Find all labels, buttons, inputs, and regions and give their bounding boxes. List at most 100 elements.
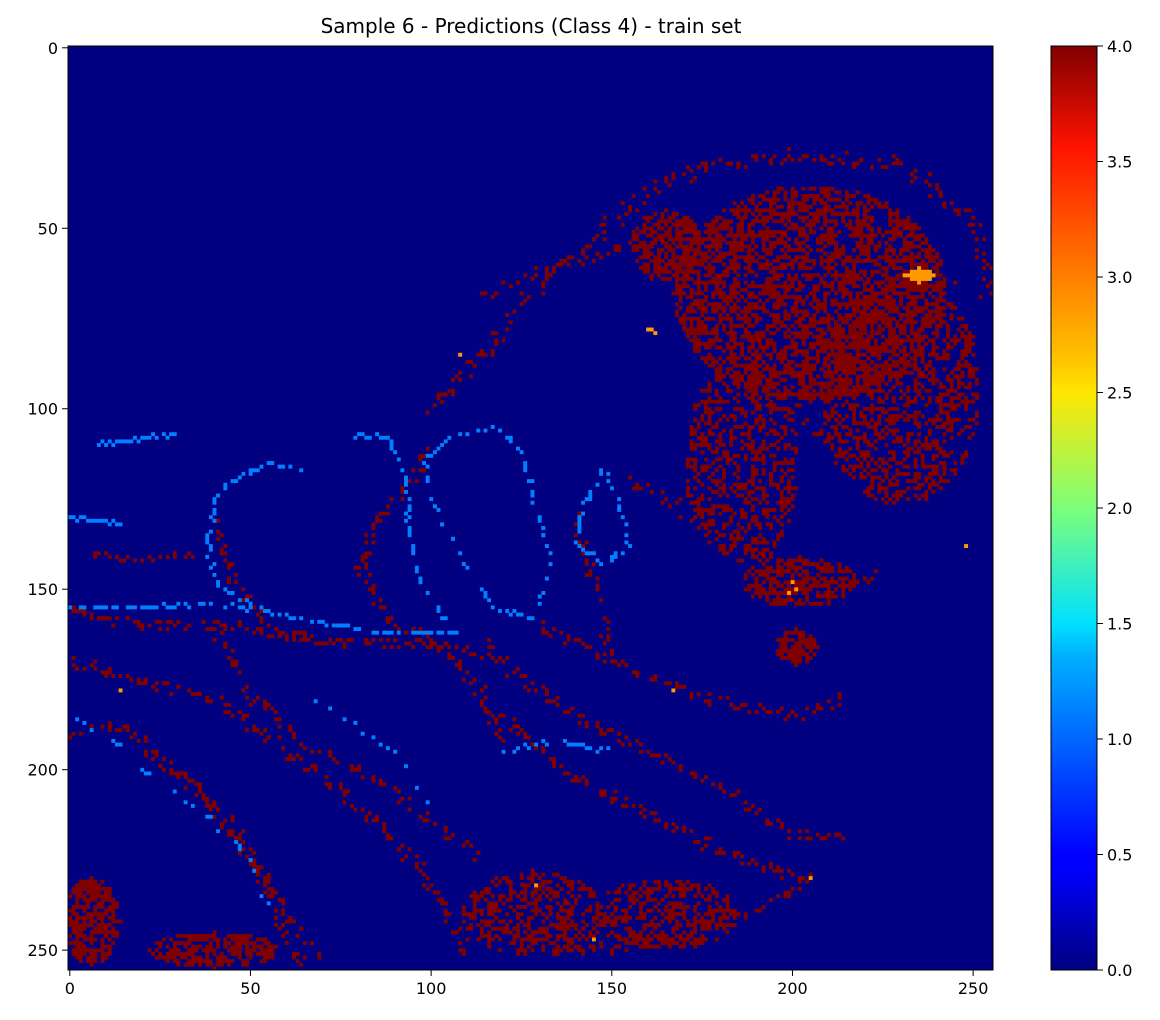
heatmap-cell xyxy=(895,493,900,498)
heatmap-cell xyxy=(917,244,922,249)
heatmap-cell xyxy=(880,255,885,260)
heatmap-cell xyxy=(758,457,763,462)
heatmap-cell xyxy=(722,544,726,548)
heatmap-cell xyxy=(696,327,701,332)
heatmap-cell xyxy=(870,486,875,491)
heatmap-cell xyxy=(768,240,773,245)
heatmap-cell xyxy=(664,937,669,942)
heatmap-cell xyxy=(765,233,770,238)
heatmap-cell xyxy=(743,515,748,520)
heatmap-cell xyxy=(888,316,893,321)
heatmap-cell xyxy=(689,457,694,462)
heatmap-cell xyxy=(743,547,748,552)
heatmap-cell xyxy=(949,417,954,422)
heatmap-cell xyxy=(899,302,903,307)
heatmap-cell xyxy=(877,475,882,480)
heatmap-cell xyxy=(718,255,723,260)
heatmap-cell xyxy=(671,262,676,267)
heatmap-cell xyxy=(555,901,560,906)
heatmap-cell xyxy=(873,305,878,310)
heatmap-cell xyxy=(570,894,575,899)
heatmap-cell xyxy=(649,233,654,238)
heatmap-cell xyxy=(635,915,640,920)
heatmap-cell xyxy=(78,886,83,891)
heatmap-cell xyxy=(859,410,864,415)
heatmap-cell xyxy=(223,955,228,960)
heatmap-cell xyxy=(967,222,972,227)
heatmap-cell xyxy=(75,897,80,902)
heatmap-cell xyxy=(714,937,719,942)
heatmap-cell xyxy=(913,356,918,361)
heatmap-cell xyxy=(891,287,896,292)
heatmap-cell xyxy=(917,381,922,386)
heatmap-cell xyxy=(700,522,705,527)
heatmap-cell xyxy=(830,341,835,346)
heatmap-cell xyxy=(917,251,922,256)
heatmap-cell xyxy=(787,648,791,653)
heatmap-cell xyxy=(848,471,853,476)
heatmap-cell xyxy=(899,370,903,375)
heatmap-cell xyxy=(779,298,784,303)
heatmap-cell xyxy=(765,446,770,451)
heatmap-cell xyxy=(772,367,777,372)
heatmap-cell xyxy=(797,580,802,585)
heatmap-cell xyxy=(819,208,824,213)
heatmap-cell xyxy=(718,244,723,249)
heatmap-cell xyxy=(768,471,773,476)
heatmap-cell xyxy=(111,941,116,946)
heatmap-cell xyxy=(942,284,947,289)
heatmap-cell xyxy=(812,345,817,350)
heatmap-cell xyxy=(956,378,961,382)
heatmap-cell xyxy=(743,237,748,242)
heatmap-cell xyxy=(667,262,672,267)
heatmap-cell xyxy=(855,230,860,234)
heatmap-cell xyxy=(761,237,766,242)
heatmap-cell xyxy=(671,915,676,920)
heatmap-cell xyxy=(736,226,741,231)
heatmap-cell xyxy=(841,439,846,444)
heatmap-cell xyxy=(779,219,784,224)
heatmap-cell xyxy=(790,558,795,563)
heatmap-cell xyxy=(609,923,614,927)
heatmap-cell xyxy=(877,432,882,437)
heatmap-cell xyxy=(761,240,766,245)
heatmap-cell xyxy=(675,244,679,249)
heatmap-cell xyxy=(689,886,694,891)
heatmap-cell xyxy=(768,591,773,595)
heatmap-cell xyxy=(761,255,766,260)
heatmap-cell xyxy=(917,367,922,372)
heatmap-cell xyxy=(696,504,701,509)
heatmap-cell xyxy=(884,277,889,281)
heatmap-cell xyxy=(924,313,929,317)
heatmap-cell xyxy=(815,237,820,242)
heatmap-cell xyxy=(826,352,831,357)
heatmap-cell xyxy=(978,222,983,227)
heatmap-cell xyxy=(664,175,669,180)
heatmap-cell xyxy=(765,219,770,224)
heatmap-cell xyxy=(790,417,795,422)
heatmap-cell xyxy=(826,269,831,274)
heatmap-cell xyxy=(711,479,716,484)
heatmap-cell xyxy=(964,345,968,350)
heatmap-cell xyxy=(718,291,723,296)
heatmap-cell xyxy=(917,388,922,393)
heatmap-cell xyxy=(859,222,864,227)
heatmap-cell xyxy=(487,941,492,946)
heatmap-cell xyxy=(830,334,835,339)
heatmap-cell xyxy=(761,331,766,336)
heatmap-cell xyxy=(891,331,896,336)
heatmap-cell xyxy=(82,919,87,924)
heatmap-cell xyxy=(111,915,116,920)
heatmap-cell xyxy=(920,327,925,332)
heatmap-cell xyxy=(859,201,864,206)
heatmap-cell xyxy=(729,439,734,444)
heatmap-cell xyxy=(870,269,875,274)
heatmap-cell xyxy=(479,933,484,938)
heatmap-cell xyxy=(541,284,546,289)
heatmap-cell xyxy=(707,280,712,285)
heatmap-cell xyxy=(82,933,87,938)
heatmap-cell xyxy=(750,248,755,253)
heatmap-cell xyxy=(750,313,755,317)
heatmap-cell xyxy=(707,421,712,426)
heatmap-cell xyxy=(787,219,791,224)
